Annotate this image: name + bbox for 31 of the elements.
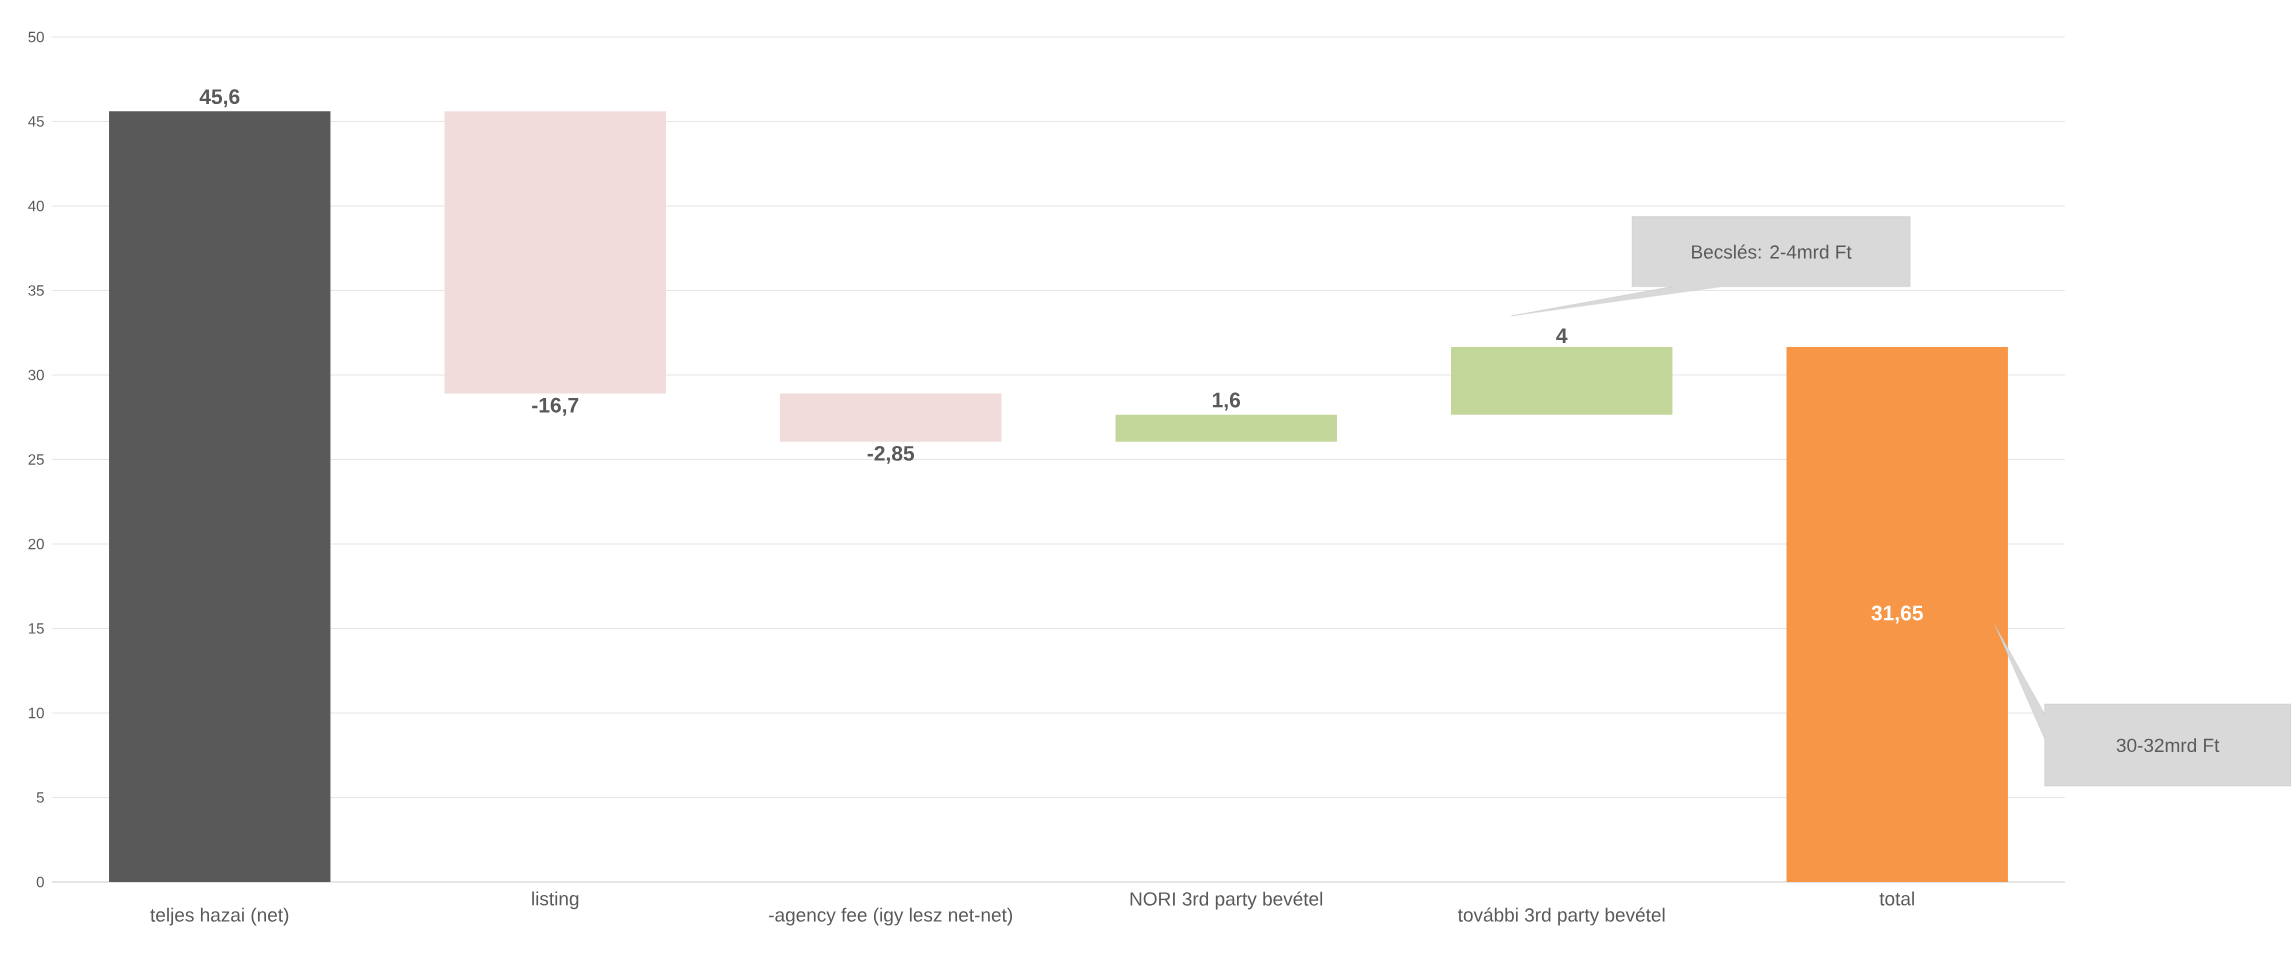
x-tick-label: total [1879,891,1914,906]
y-tick-label: 15 [28,623,44,634]
y-tick-label: 5 [36,792,44,803]
x-tick-label: NORI 3rd party bevétel [1130,891,1323,910]
data-label: -2,85 [867,445,915,464]
y-tick-label: 10 [28,707,44,719]
data-label: 1,6 [1212,392,1241,411]
bar [1786,347,2008,882]
y-tick-label: 25 [28,454,44,465]
bar [1115,414,1337,442]
text: 30-32mrd Ft [2116,738,2220,753]
data-label: 31,65 [1871,605,1923,624]
data-label: -16,7 [532,397,579,416]
bar [1451,347,1673,415]
y-tick-label: 20 [28,538,44,550]
y-tick-label: 30 [28,369,44,381]
y-tick-label: 40 [28,200,44,212]
x-tick-label: teljes hazai (net) [150,907,289,926]
y-tick-label: 50 [28,31,44,43]
y-tick-label: 35 [28,285,44,296]
x-tick-label: listing [532,891,579,910]
bar [780,393,1002,442]
x-tick-label: további 3rd party bevétel [1457,907,1665,926]
data-label: 45,6 [199,89,240,108]
annotation: Becslés: 2-4mrd Ft [1692,244,1852,259]
bar [444,111,666,394]
x-tick-label: -agency fee (igy lesz net-net) [769,907,1013,926]
y-tick-label: 0 [36,876,44,888]
data-label: 4 [1556,328,1568,343]
bar [109,111,331,882]
y-tick-label: 45 [28,116,44,127]
